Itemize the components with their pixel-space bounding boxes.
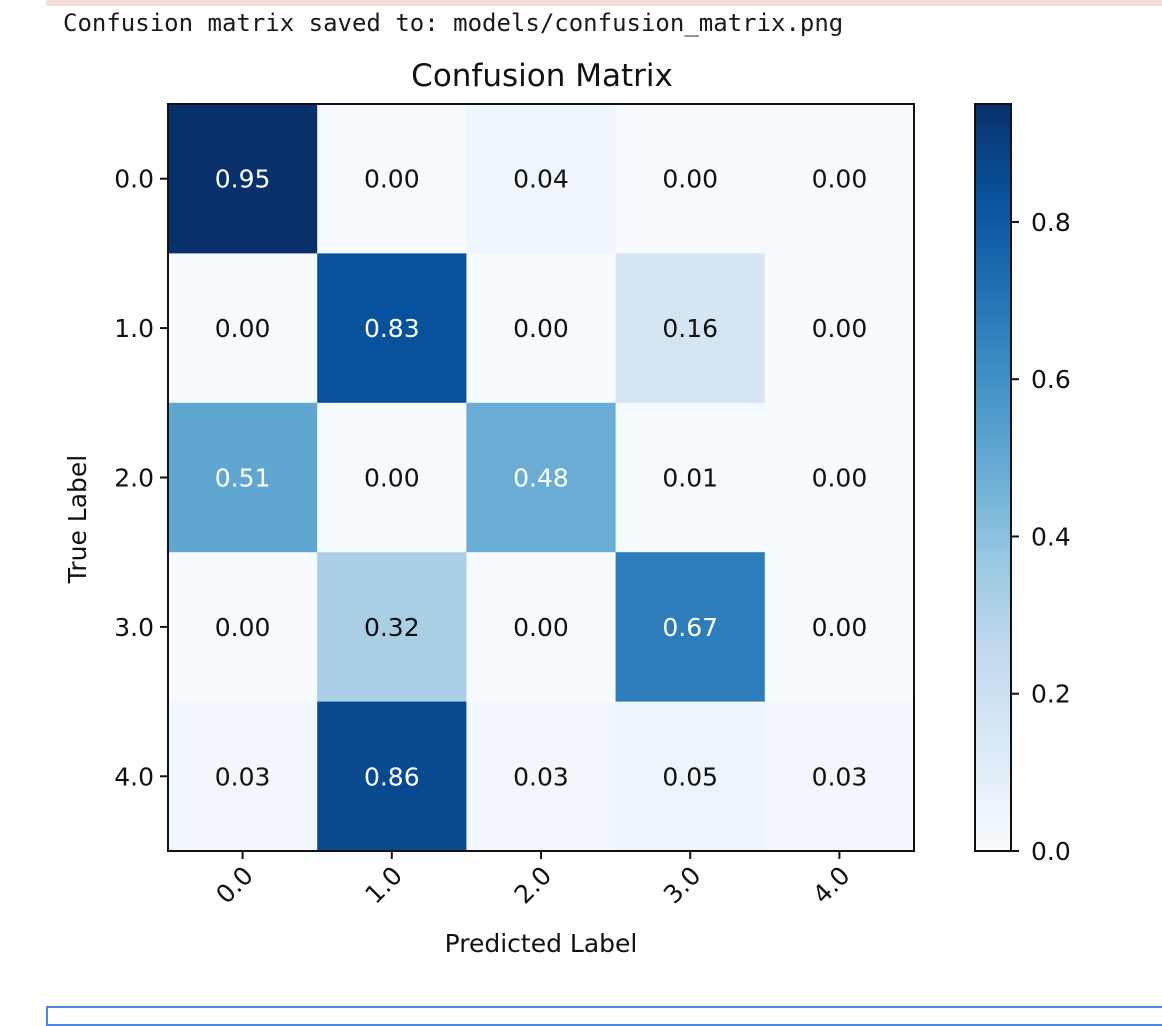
heatmap-cell-label: 0.01	[662, 464, 718, 493]
colorbar-tick-label: 0.8	[1031, 208, 1071, 237]
heatmap-cell	[317, 104, 467, 254]
heatmap-cell	[466, 253, 617, 404]
heatmap-cell	[168, 253, 318, 404]
x-axis-ticks: 0.0 1.0 2.0 3.0 4.0	[210, 851, 856, 910]
confusion-matrix-chart: Confusion Matrix 0.95 0.00 0.04 0.00 0.00 0.0…	[63, 58, 1071, 958]
output-text: Confusion matrix saved to: models/confus…	[63, 9, 844, 37]
heatmap-cell-label: 0.00	[662, 165, 718, 194]
colorbar	[974, 103, 1012, 852]
x-tick-label: 3.0	[658, 861, 707, 910]
heatmap-cell-label: 0.00	[812, 314, 868, 343]
heatmap-cell	[764, 253, 915, 404]
heatmap-cell	[466, 402, 617, 553]
heatmap-cell-label: 0.67	[662, 613, 718, 642]
heatmap-cell	[168, 104, 318, 254]
heatmap-cell	[168, 701, 318, 852]
heatmap-cell-label: 0.00	[215, 314, 271, 343]
heatmap-cell	[615, 253, 766, 404]
x-tick-label: 2.0	[509, 861, 558, 910]
heatmap-cell	[466, 104, 617, 254]
heatmap-cell-label: 0.05	[662, 762, 718, 791]
y-tick-label: 1.0	[114, 314, 154, 343]
heatmap-cell	[615, 552, 766, 703]
heatmap-cell-label: 0.86	[364, 762, 420, 791]
heatmap-cell	[317, 552, 467, 703]
heatmap-cell-label: 0.00	[513, 613, 569, 642]
y-tick-label: 2.0	[114, 464, 154, 493]
heatmap-cell-label: 0.00	[812, 613, 868, 642]
heatmap-cell-labels: 0.95 0.00 0.04 0.00 0.00 0.00 0.83 0.00 0.16 0.00…	[215, 165, 867, 792]
heatmap-cell	[764, 104, 915, 254]
colorbar-ticks: 0.0 0.2 0.4 0.6 0.8	[1011, 208, 1071, 866]
y-axis-label: True Label	[63, 455, 92, 585]
heatmap-cell	[168, 402, 318, 553]
heatmap-cell-label: 0.04	[513, 165, 569, 194]
y-tick-label: 4.0	[114, 762, 154, 791]
heatmap-cell-label: 0.03	[513, 762, 569, 791]
x-tick-label: 4.0	[807, 861, 856, 910]
heatmap-cell	[764, 701, 915, 852]
heatmap-cell	[764, 552, 915, 703]
next-notebook-cell[interactable]	[46, 1006, 1162, 1026]
y-axis-ticks: 0.0 1.0 2.0 3.0 4.0	[114, 165, 168, 791]
x-axis-label: Predicted Label	[445, 929, 638, 958]
colorbar-tick-label: 0.4	[1031, 522, 1071, 551]
heatmap-cells	[168, 104, 915, 852]
heatmap-cell-label: 0.00	[812, 464, 868, 493]
x-tick-label: 0.0	[210, 861, 259, 910]
heatmap-cell-label: 0.48	[513, 464, 569, 493]
heatmap-cell-label: 0.32	[364, 613, 420, 642]
heatmap-cell	[317, 253, 467, 404]
heatmap-cell-label: 0.03	[215, 762, 271, 791]
heatmap-cell-label: 0.51	[215, 464, 271, 493]
heatmap-cell-label: 0.00	[812, 165, 868, 194]
y-tick-label: 0.0	[114, 165, 154, 194]
heatmap-cell	[317, 402, 467, 553]
heatmap-cell-label: 0.03	[812, 762, 868, 791]
colorbar-tick-label: 0.2	[1031, 680, 1071, 709]
heatmap-cell-label: 0.83	[364, 314, 420, 343]
heatmap-cell	[764, 402, 915, 553]
heatmap-cell	[615, 402, 766, 553]
chart-title: Confusion Matrix	[411, 58, 673, 94]
heatmap-cell	[615, 701, 766, 852]
heatmap-cell-label: 0.00	[364, 464, 420, 493]
heatmap-cell	[466, 552, 617, 703]
heatmap-cell-label: 0.16	[662, 314, 718, 343]
colorbar-tick-label: 0.6	[1031, 365, 1071, 394]
heatmap-cell-label: 0.00	[364, 165, 420, 194]
heatmap-cell-label: 0.95	[215, 165, 271, 194]
heatmap-cell-label: 0.00	[215, 613, 271, 642]
heatmap-cell-label: 0.00	[513, 314, 569, 343]
stderr-output-strip	[46, 0, 1162, 6]
colorbar-tick-label: 0.0	[1031, 837, 1071, 866]
x-tick-label: 1.0	[359, 861, 408, 910]
y-tick-label: 3.0	[114, 613, 154, 642]
heatmap-cell	[317, 701, 467, 852]
heatmap-cell	[168, 552, 318, 703]
heatmap-cell	[615, 104, 766, 254]
heatmap-cell	[466, 701, 617, 852]
